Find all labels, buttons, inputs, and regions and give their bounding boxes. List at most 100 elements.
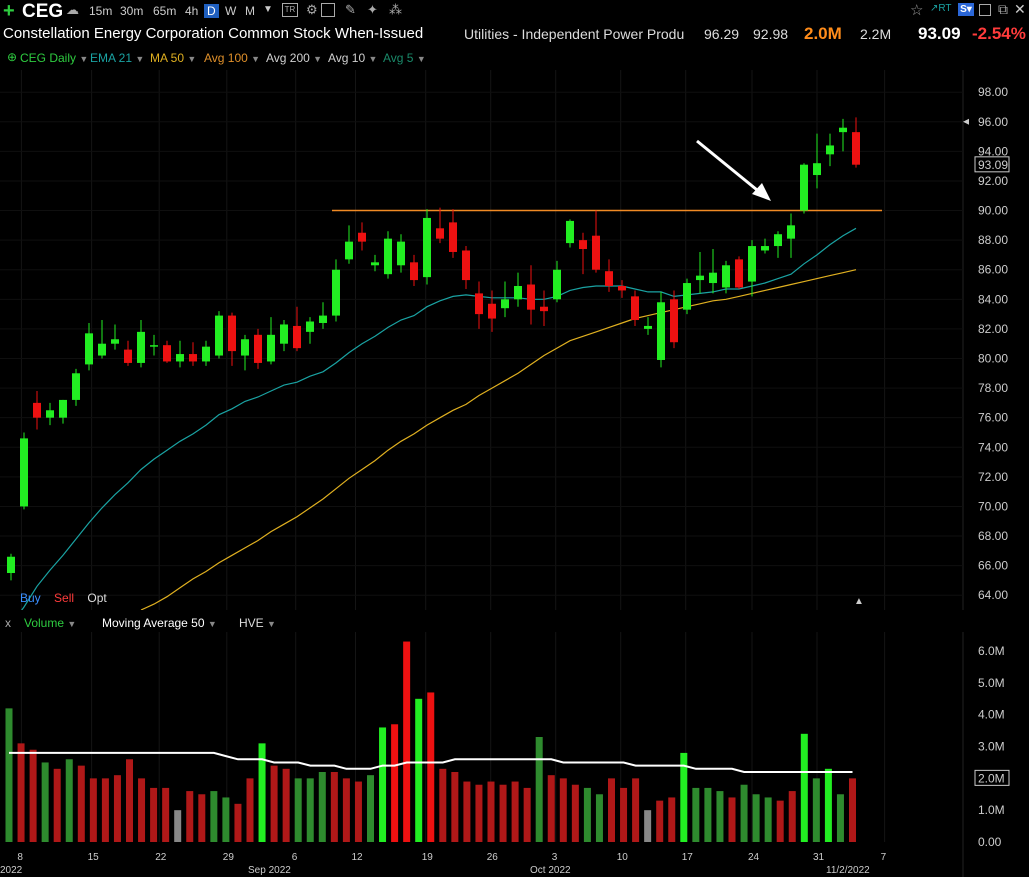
legend-avg10[interactable]: Avg 10 ▼: [328, 51, 378, 65]
opt-button[interactable]: Opt: [87, 591, 107, 605]
date-tick-label: 7: [881, 852, 887, 863]
add-icon[interactable]: +: [3, 0, 15, 22]
maximize-icon[interactable]: ⧉: [998, 1, 1008, 17]
candle-body: [787, 225, 795, 239]
legend-avg5[interactable]: Avg 5 ▼: [383, 51, 426, 65]
timeframe-65m[interactable]: 65m: [153, 4, 177, 18]
volume-bar: [800, 733, 808, 842]
volume-bar: [41, 762, 49, 842]
legend-avg200[interactable]: Avg 200 ▼: [266, 51, 323, 65]
volume-bar: [812, 778, 820, 842]
date-tick-label: 15: [88, 852, 100, 863]
candle: [241, 334, 249, 371]
star-icon[interactable]: ☆: [910, 2, 924, 19]
volume-bar: [113, 775, 121, 842]
volume-bar: [258, 743, 266, 842]
price-tick-label: 72.00: [978, 470, 1008, 484]
volume-bar: [620, 787, 628, 842]
candle-body: [345, 241, 353, 260]
candle-body: [540, 306, 548, 312]
candle: [449, 209, 457, 258]
price-chart[interactable]: 98.00 96.00 94.00 92.00 90.00 88.00 86.00 84.00…: [0, 70, 1029, 610]
candle-body: [592, 235, 600, 270]
hve-legend[interactable]: HVE ▼: [239, 616, 276, 630]
candle: [7, 553, 15, 581]
date-tick-label: 12: [352, 852, 364, 863]
draw-icon[interactable]: ✎: [345, 2, 356, 17]
candle-body: [46, 410, 54, 418]
candle-body: [501, 299, 509, 309]
symbol-label[interactable]: CEG: [22, 1, 64, 22]
legend-ma50[interactable]: MA 50 ▼: [150, 51, 197, 65]
volume-bar: [680, 752, 688, 842]
date-tick-label: 10: [617, 852, 629, 863]
volume-bar: [294, 778, 302, 842]
alert-icon[interactable]: ✦: [367, 2, 378, 17]
timeframe-30m[interactable]: 30m: [120, 4, 144, 18]
volume-ma-legend[interactable]: Moving Average 50 ▼: [102, 616, 217, 630]
volume-bar: [511, 781, 519, 842]
sector-label: Utilities - Independent Power Produ: [464, 26, 685, 42]
volume-legend[interactable]: Volume ▼: [24, 616, 77, 630]
company-name: Constellation Energy Corporation Common …: [3, 25, 424, 42]
candle-body: [631, 296, 639, 321]
volume-bar: [65, 759, 73, 842]
trade-buttons: Buy Sell Opt: [20, 591, 107, 605]
timeframe-4h[interactable]: 4h: [185, 4, 199, 18]
price-tick-label: 82.00: [978, 322, 1008, 336]
volume-bar: [644, 810, 652, 842]
legend-ema21[interactable]: EMA 21 ▼: [90, 51, 145, 65]
s-icon[interactable]: S▾: [958, 3, 974, 16]
candle: [852, 117, 860, 168]
date-tick-label: 6: [292, 852, 298, 863]
dropdown-icon[interactable]: ☁: [66, 2, 79, 17]
rt-icon[interactable]: ↗RT: [930, 3, 952, 14]
candle: [254, 328, 262, 369]
volume-bar: [101, 778, 109, 842]
layout-icon[interactable]: [321, 3, 335, 17]
volume-bar: [571, 784, 579, 842]
volume-bar: [174, 810, 182, 842]
candle-body: [618, 286, 626, 291]
legend-ceg-daily[interactable]: CEG Daily ▼: [20, 51, 89, 65]
scroll-up-icon[interactable]: ▲: [854, 596, 864, 607]
square-icon[interactable]: [979, 4, 991, 16]
candle: [384, 231, 392, 279]
candle: [579, 232, 587, 275]
volume-bar: [836, 794, 844, 842]
close-volume-button[interactable]: x: [5, 616, 11, 630]
timeframe-d[interactable]: D: [204, 4, 219, 18]
buy-button[interactable]: Buy: [20, 591, 41, 605]
timeframe-m[interactable]: M: [245, 4, 255, 18]
add-indicator-icon[interactable]: ⊕: [7, 50, 18, 64]
volume-bar: [475, 784, 483, 842]
timeframe-dropdown-icon[interactable]: ▼: [263, 4, 273, 15]
volume-bar: [150, 787, 158, 842]
legend-avg100[interactable]: Avg 100 ▼: [204, 51, 261, 65]
timeframe-15m[interactable]: 15m: [89, 4, 113, 18]
volume-bar: [656, 800, 664, 842]
volume-chart[interactable]: 6.0M5.0M4.0M3.0M2.0M1.0M0.002.0M81522296…: [0, 632, 1029, 877]
share-icon[interactable]: ⁂: [389, 2, 402, 17]
price-tick-label: 88.00: [978, 233, 1008, 247]
settings-icon[interactable]: ⚙: [306, 2, 318, 17]
volume-bar: [17, 743, 25, 842]
timeframe-w[interactable]: W: [225, 4, 237, 18]
volume-ma-legend-label: Moving Average 50: [102, 616, 205, 630]
volume-bar: [559, 778, 567, 842]
candle: [696, 251, 704, 294]
sell-button[interactable]: Sell: [54, 591, 75, 605]
chart-type-icon[interactable]: TR: [282, 3, 298, 17]
candle: [761, 238, 769, 254]
candle: [514, 272, 522, 307]
candle-body: [852, 132, 860, 165]
volume-bar: [608, 778, 615, 842]
volume-bar: [439, 768, 447, 842]
candle: [306, 317, 314, 344]
price-tick-label: 92.00: [978, 174, 1008, 188]
candle: [267, 317, 275, 365]
price-tick-label: 80.00: [978, 351, 1008, 365]
volume-bar: [451, 772, 459, 842]
close-icon[interactable]: ✕: [1014, 1, 1026, 17]
quote-header: Constellation Energy Corporation Common …: [0, 22, 1029, 46]
